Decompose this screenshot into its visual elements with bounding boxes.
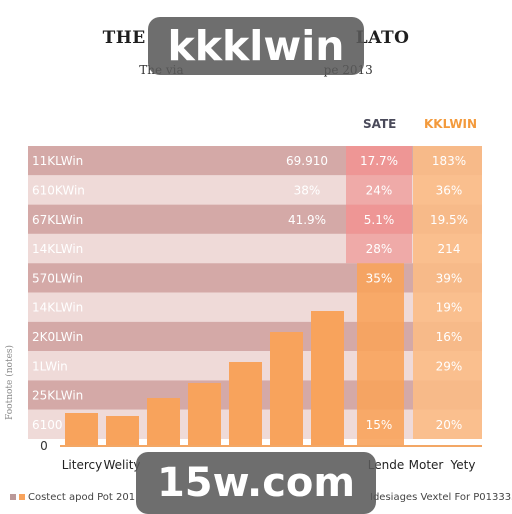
row-label: 67KLWin <box>32 213 83 227</box>
watermark-top: kkklwin <box>148 17 364 75</box>
x-tick-label: Yety <box>450 458 476 472</box>
kklwin-value: 19% <box>436 301 463 315</box>
x-tick-label: Lende <box>368 458 404 472</box>
sate-value: 28% <box>366 242 393 256</box>
x-tick-label: Moter <box>409 458 444 472</box>
kklwin-value: 20% <box>436 418 463 432</box>
column-header-kklwin: KKLWIN <box>424 117 478 131</box>
sate-column-bar <box>357 263 404 446</box>
watermark-bottom: 15w.com <box>136 452 376 514</box>
bar <box>229 362 262 446</box>
row-label: 570LWin <box>32 271 83 285</box>
bar <box>188 383 221 446</box>
kklwin-value: 29% <box>436 359 463 373</box>
row-label: 2K0LWin <box>32 330 83 344</box>
row-label: 11KLWin <box>32 154 83 168</box>
sate-value: 5.1% <box>364 213 395 227</box>
row-label: 14KLWin <box>32 242 83 256</box>
row-label: 14KLWin <box>32 301 83 315</box>
footer-left-text: Costect apod Pot 201 <box>28 492 136 503</box>
table-row-stripe <box>28 263 482 293</box>
sate-value: 35% <box>366 271 393 285</box>
column-header-sate: SATE <box>363 117 397 131</box>
row-label: 1LWin <box>32 359 68 373</box>
footer-right: Idesiages Vextel For P013335 <box>370 492 512 503</box>
row-label: 25KLWin <box>32 389 83 403</box>
sate-value: 24% <box>366 183 393 197</box>
x-tick-label: Litercy <box>62 458 102 472</box>
row-label: 610KWin <box>32 183 85 197</box>
chart-title: THE LATO <box>0 28 512 48</box>
row-value: 38% <box>294 183 321 197</box>
bar <box>147 398 180 446</box>
kklwin-value: 36% <box>436 183 463 197</box>
table-row-stripe <box>28 292 482 322</box>
sate-cell <box>346 175 412 205</box>
kklwin-value: 183% <box>432 154 466 168</box>
title-right: LATO <box>355 28 410 48</box>
sate-cell <box>346 146 412 176</box>
table-row-stripe <box>28 321 482 352</box>
bar <box>65 413 98 446</box>
y-tick-zero: 0 <box>40 439 48 453</box>
title-left: THE <box>102 28 146 48</box>
kklwin-value: 39% <box>436 271 463 285</box>
bar <box>106 416 139 446</box>
footer-left: Costect apod Pot 201 <box>10 492 135 503</box>
bar <box>270 332 303 446</box>
kklwin-value: 16% <box>436 330 463 344</box>
kklwin-value: 19.5% <box>430 213 468 227</box>
sate-value: 17.7% <box>360 154 398 168</box>
row-value: 69.910 <box>286 154 328 168</box>
sate-cell <box>346 204 412 234</box>
row-value: 41.9% <box>288 213 326 227</box>
sate-value: 15% <box>366 418 393 432</box>
y-axis-label: Footnote (notes) <box>5 344 15 420</box>
sate-cell <box>346 233 412 264</box>
row-label: 6100 <box>32 418 63 432</box>
x-tick-label: Welity <box>103 458 140 472</box>
kklwin-column-band <box>413 146 482 439</box>
bar <box>311 311 344 446</box>
kklwin-value: 214 <box>438 242 461 256</box>
